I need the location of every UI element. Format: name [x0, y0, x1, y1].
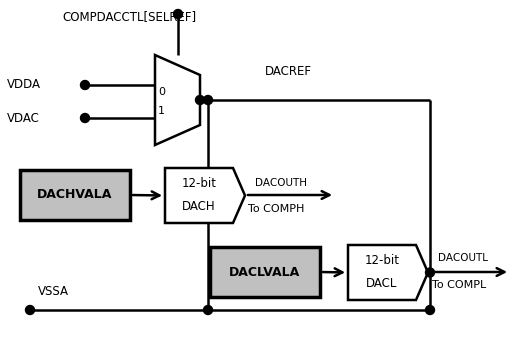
Text: VDAC: VDAC	[7, 111, 40, 125]
Circle shape	[425, 305, 434, 314]
Text: 12-bit: 12-bit	[181, 177, 217, 190]
Circle shape	[425, 268, 434, 277]
Text: COMPDACCTL[SELREF]: COMPDACCTL[SELREF]	[62, 10, 196, 23]
Text: DACHVALA: DACHVALA	[37, 189, 113, 202]
Circle shape	[81, 113, 90, 122]
Text: DACREF: DACREF	[265, 65, 312, 78]
Polygon shape	[348, 245, 428, 300]
Circle shape	[25, 305, 34, 314]
Text: To COMPH: To COMPH	[248, 204, 305, 214]
Text: 1: 1	[158, 106, 165, 116]
Text: DACOUTH: DACOUTH	[255, 178, 307, 188]
Bar	[20, 170, 130, 220]
Text: DACOUTL: DACOUTL	[438, 253, 488, 263]
Text: VSSA: VSSA	[38, 285, 69, 298]
Circle shape	[196, 96, 204, 105]
Text: DACL: DACL	[366, 277, 398, 290]
Circle shape	[173, 10, 182, 19]
Text: VDDA: VDDA	[7, 78, 41, 92]
Text: DACLVALA: DACLVALA	[229, 266, 300, 279]
Polygon shape	[155, 55, 200, 145]
Circle shape	[203, 305, 212, 314]
Circle shape	[81, 81, 90, 90]
Circle shape	[203, 96, 212, 105]
Text: DACH: DACH	[182, 200, 216, 213]
Polygon shape	[165, 168, 245, 223]
Text: To COMPL: To COMPL	[432, 280, 486, 290]
Text: 0: 0	[158, 87, 165, 97]
Text: 12-bit: 12-bit	[365, 254, 399, 267]
Bar	[210, 247, 320, 297]
